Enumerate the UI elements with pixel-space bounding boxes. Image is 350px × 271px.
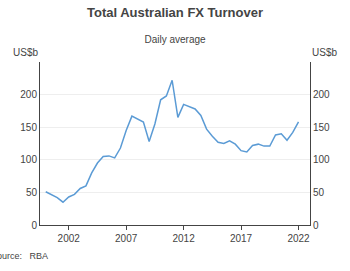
svg-text:2017: 2017 [230, 233, 253, 244]
svg-text:US$b: US$b [13, 47, 38, 58]
svg-text:2012: 2012 [172, 233, 195, 244]
svg-text:100: 100 [20, 154, 37, 165]
svg-text:200: 200 [20, 89, 37, 100]
svg-text:150: 150 [20, 122, 37, 133]
svg-text:2002: 2002 [58, 233, 81, 244]
svg-text:0: 0 [313, 220, 319, 231]
svg-text:50: 50 [313, 187, 325, 198]
svg-text:100: 100 [313, 154, 330, 165]
svg-text:Daily average: Daily average [144, 34, 206, 45]
svg-text:Total Australian FX Turnover: Total Australian FX Turnover [87, 5, 263, 20]
svg-text:150: 150 [313, 122, 330, 133]
svg-text:2007: 2007 [115, 233, 138, 244]
svg-text:0: 0 [31, 220, 37, 231]
svg-text:US$b: US$b [312, 47, 337, 58]
svg-text:Source: RBA: Source: RBA [0, 251, 48, 261]
svg-text:2022: 2022 [287, 233, 310, 244]
svg-text:200: 200 [313, 89, 330, 100]
svg-text:50: 50 [26, 187, 38, 198]
